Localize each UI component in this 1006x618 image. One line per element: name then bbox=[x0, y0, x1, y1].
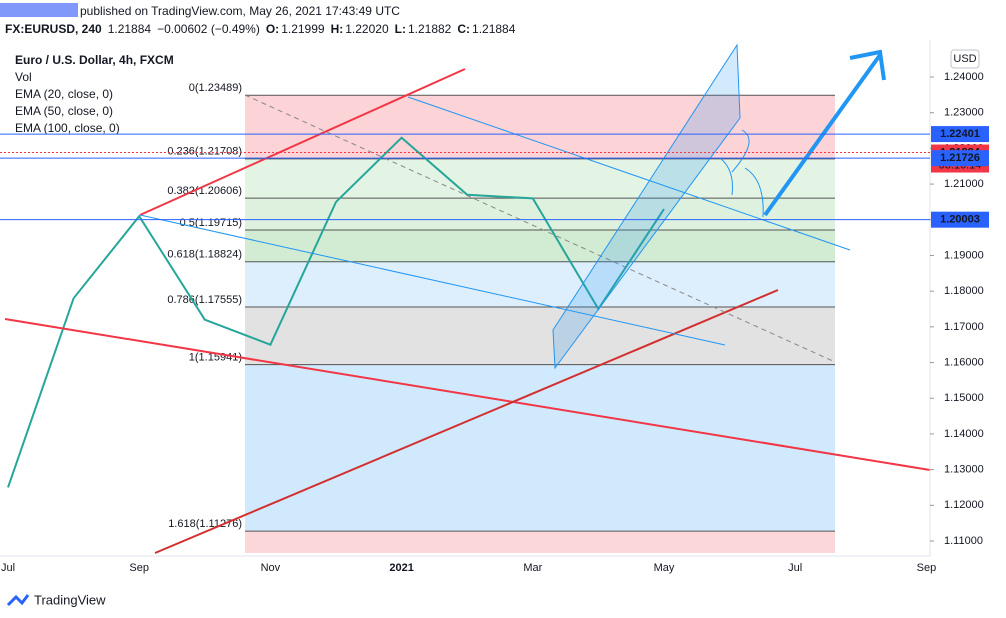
legend-entry: EMA (100, close, 0) bbox=[15, 121, 120, 135]
x-tick-label: Jul bbox=[1, 562, 15, 574]
legend-entry: Euro / U.S. Dollar, 4h, FXCM bbox=[15, 53, 174, 67]
price-tag bbox=[931, 211, 989, 228]
currency-button[interactable] bbox=[950, 49, 980, 69]
header-text: C: bbox=[457, 22, 470, 36]
fib-label: 0.786(1.17555) bbox=[167, 294, 242, 306]
fib-band bbox=[245, 158, 835, 199]
header-text: 1.21884 bbox=[472, 22, 516, 36]
price-line bbox=[7, 136, 665, 488]
fib-band bbox=[245, 531, 835, 553]
y-tick-label: 1.19000 bbox=[944, 249, 984, 261]
x-tick-label: Mar bbox=[523, 562, 542, 574]
y-tick-label: 1.17000 bbox=[944, 321, 984, 333]
trend-line bbox=[4, 318, 931, 471]
trend-line bbox=[139, 68, 466, 216]
fib-label: 1.618(1.11276) bbox=[168, 518, 242, 530]
fib-band bbox=[245, 229, 835, 262]
fib-band bbox=[245, 261, 835, 308]
header-text: 1.21884 bbox=[108, 22, 152, 36]
x-tick-label: Sep bbox=[917, 562, 937, 574]
fib-band bbox=[245, 307, 835, 365]
published: published on TradingView.com, May 26, 20… bbox=[80, 4, 400, 18]
channel bbox=[552, 43, 741, 370]
trend-line bbox=[407, 96, 851, 251]
header-text: 1.21882 bbox=[408, 22, 452, 36]
currency[interactable]: USD bbox=[953, 53, 976, 65]
fib-band bbox=[245, 95, 835, 159]
trend-line bbox=[139, 214, 726, 346]
x-tick-label: Sep bbox=[129, 562, 149, 574]
y-tick-label: 1.13000 bbox=[944, 464, 984, 476]
fib-label: 0.236(1.21708) bbox=[167, 146, 242, 158]
y-tick-label: 1.16000 bbox=[944, 356, 984, 368]
arrow bbox=[763, 53, 882, 217]
legend-entry: EMA (20, close, 0) bbox=[15, 87, 113, 101]
header-text: 1.22020 bbox=[345, 22, 389, 36]
header-text: −0.00602 (−0.49%) bbox=[157, 22, 260, 36]
fib-label: 0.618(1.18824) bbox=[167, 249, 242, 261]
y-tick-label: 1.12000 bbox=[944, 499, 984, 511]
plot: 0(1.23489)0.236(1.21708)0.382(1.20606)0.… bbox=[7, 82, 835, 553]
redaction bbox=[0, 3, 78, 17]
header-text: O: bbox=[266, 22, 279, 36]
y-tick-label: 1.14000 bbox=[944, 428, 984, 440]
price-tag bbox=[931, 150, 989, 167]
y-tick-label: 1.23000 bbox=[944, 107, 984, 119]
header-text: FX:EURUSD, 240 bbox=[5, 22, 102, 36]
header-text: L: bbox=[395, 22, 406, 36]
fib-band bbox=[245, 198, 835, 230]
x-tick-label: Jul bbox=[788, 562, 802, 574]
legend-entry: EMA (50, close, 0) bbox=[15, 104, 113, 118]
y-tick-label: 1.15000 bbox=[944, 392, 984, 404]
legend-entry: Vol bbox=[15, 70, 32, 84]
price-tag-label: 1.22401 bbox=[940, 128, 980, 140]
header-line: FX:EURUSD, 240 1.21884 −0.00602 (−0.49%) O:… bbox=[5, 22, 516, 36]
x-tick-label: Nov bbox=[261, 562, 281, 574]
y-tick-label: 1.11000 bbox=[944, 535, 983, 547]
header-text: H: bbox=[331, 22, 344, 36]
price-tag bbox=[931, 126, 989, 143]
price-tag-label: 1.21726 bbox=[940, 152, 980, 164]
path-arrow bbox=[719, 129, 764, 218]
fib-label: 0.5(1.19715) bbox=[180, 217, 242, 229]
y-tick-label: 1.21000 bbox=[944, 178, 984, 190]
fib-label: 0(1.23489) bbox=[189, 82, 242, 94]
y-tick-label: 1.24000 bbox=[944, 71, 984, 83]
footer: TradingView bbox=[34, 592, 106, 607]
fib-band bbox=[245, 364, 835, 532]
price-tag-label: 1.20003 bbox=[940, 214, 980, 226]
drawings bbox=[4, 43, 931, 554]
arrow-head bbox=[849, 49, 886, 81]
x-tick-label: 2021 bbox=[389, 562, 413, 574]
x-tick-label: May bbox=[654, 562, 675, 574]
logo bbox=[6, 594, 30, 607]
legend: Euro / U.S. Dollar, 4h, FXCM Vol EMA (20, … bbox=[15, 53, 174, 135]
header-text: 1.21999 bbox=[281, 22, 325, 36]
y-tick-label: 1.18000 bbox=[944, 285, 984, 297]
